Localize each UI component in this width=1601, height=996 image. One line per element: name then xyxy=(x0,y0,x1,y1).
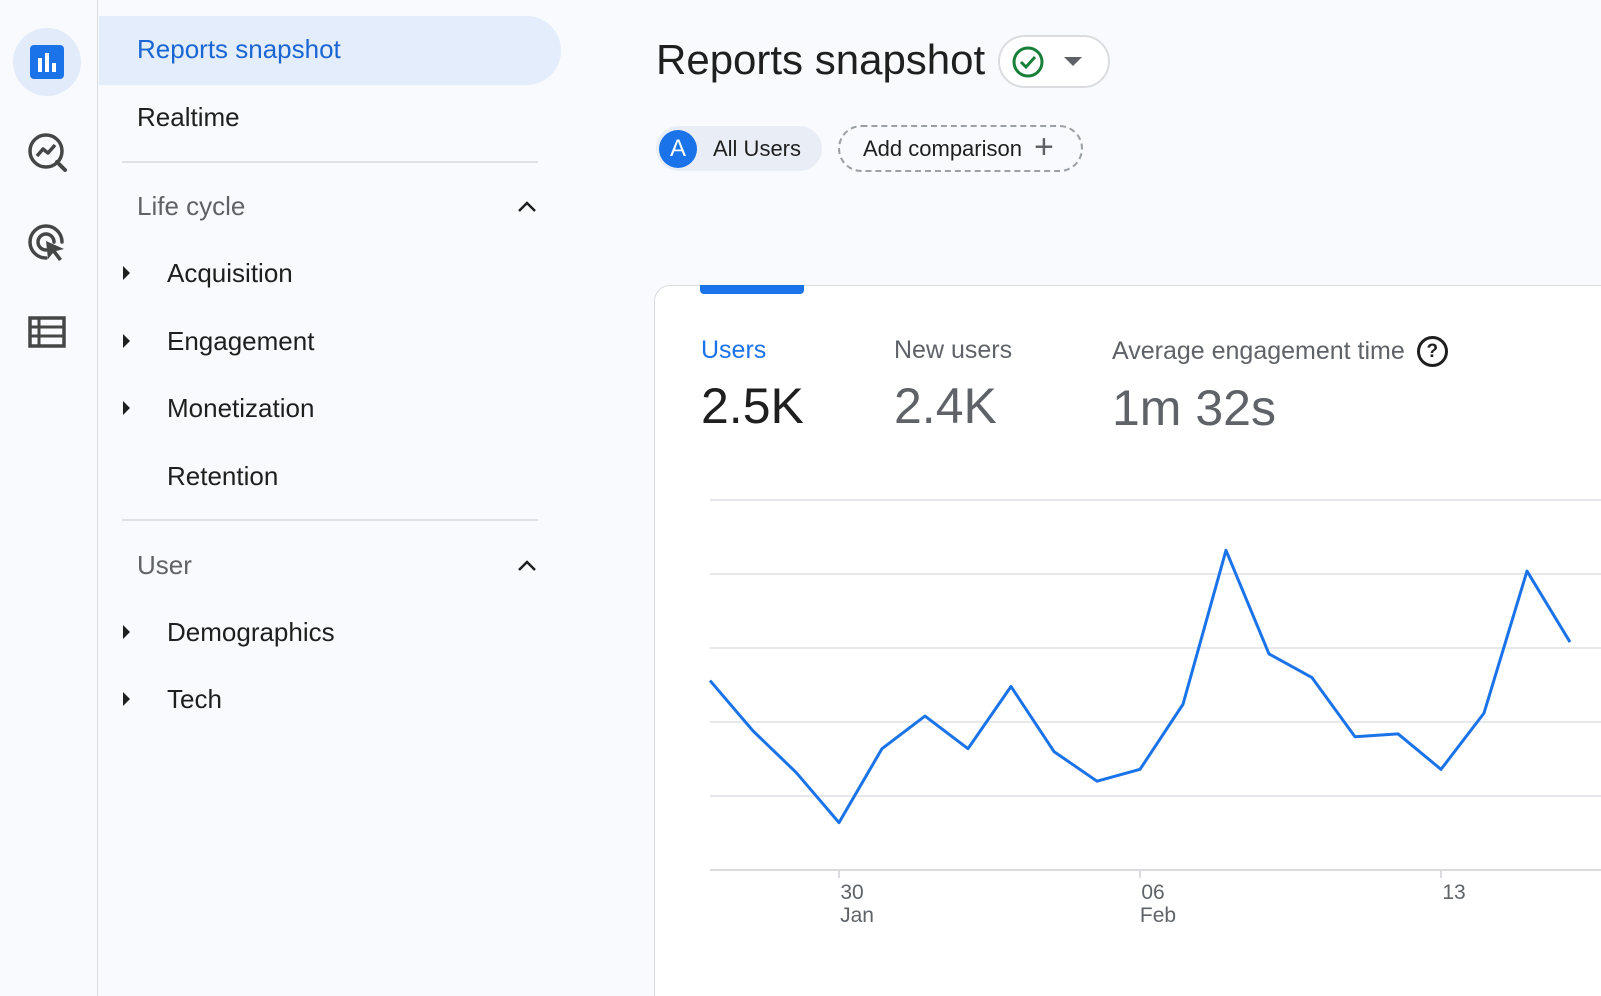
dropdown-arrow-icon xyxy=(1064,57,1082,66)
expand-caret-icon[interactable] xyxy=(123,625,130,639)
x-tick-label-month: Feb xyxy=(1140,904,1176,927)
chevron-up-icon xyxy=(518,201,536,212)
segment-label: All Users xyxy=(713,135,802,161)
data-status-dropdown[interactable] xyxy=(998,35,1110,88)
metric-label-row: Average engagement time ? xyxy=(1112,336,1448,367)
nav-item-acquisition[interactable]: Acquisition xyxy=(167,258,293,288)
nav-section-user[interactable]: User xyxy=(137,545,537,585)
nav-item-engagement[interactable]: Engagement xyxy=(167,326,315,356)
metric-label: Average engagement time xyxy=(1112,337,1405,365)
lifecycle-section-title: Life cycle xyxy=(137,190,246,221)
chevron-up-icon xyxy=(518,560,536,571)
x-tick-label-day: 06 xyxy=(1141,881,1164,904)
expand-caret-icon[interactable] xyxy=(123,266,130,280)
icon-rail xyxy=(0,0,98,996)
reports-rail-button[interactable] xyxy=(13,28,81,96)
nav-item-tech[interactable]: Tech xyxy=(167,684,222,714)
plus-icon: + xyxy=(1033,128,1054,166)
segment-avatar: A xyxy=(659,129,697,168)
metric-tab-new-users[interactable]: New users 2.4K xyxy=(894,336,1012,435)
metric-value: 2.5K xyxy=(701,378,804,434)
nav-divider xyxy=(122,519,538,521)
metric-tab-users[interactable]: Users 2.5K xyxy=(701,336,804,435)
nav-section-lifecycle[interactable]: Life cycle xyxy=(137,186,537,226)
metric-label: New users xyxy=(894,336,1013,364)
x-tick-label-day: 30 xyxy=(840,881,863,904)
add-comparison-label: Add comparison xyxy=(863,135,1022,161)
explore-rail-button[interactable] xyxy=(13,118,81,186)
active-tab-indicator xyxy=(700,285,804,294)
nav-active-highlight xyxy=(99,16,561,85)
x-tick-label-day: 13 xyxy=(1442,881,1465,904)
metric-tab-avg-engagement[interactable]: Average engagement time ? 1m 32s xyxy=(1112,336,1448,437)
explore-trend-icon xyxy=(28,133,67,172)
expand-caret-icon[interactable] xyxy=(123,334,130,348)
expand-caret-icon[interactable] xyxy=(123,692,130,706)
metric-value: 1m 32s xyxy=(1112,380,1276,436)
metric-label: Users xyxy=(701,336,767,364)
user-section-title: User xyxy=(137,549,192,580)
nav-divider xyxy=(122,161,538,163)
metric-value: 2.4K xyxy=(894,378,997,434)
metrics-card xyxy=(654,285,1601,996)
nav-item-monetization[interactable]: Monetization xyxy=(167,393,315,423)
advertising-rail-button[interactable] xyxy=(13,208,81,276)
configure-rail-button[interactable] xyxy=(13,298,81,366)
x-tick-label-month: Jan xyxy=(840,904,874,927)
advertising-target-icon xyxy=(28,224,64,261)
nav-item-demographics[interactable]: Demographics xyxy=(167,617,335,647)
add-comparison-button[interactable]: Add comparison + xyxy=(838,125,1083,172)
list-table-icon xyxy=(28,316,66,348)
check-circle-icon xyxy=(1012,46,1044,77)
page-title: Reports snapshot xyxy=(656,36,986,83)
expand-caret-icon[interactable] xyxy=(123,401,130,415)
nav-item-retention[interactable]: Retention xyxy=(167,461,279,491)
bar-chart-icon xyxy=(30,45,64,79)
reports-nav-panel: Reports snapshot Realtime Life cycle Acq… xyxy=(99,0,655,996)
nav-item-realtime[interactable]: Realtime xyxy=(137,102,240,132)
segment-chip-all-users[interactable]: A All Users xyxy=(656,126,822,171)
help-icon[interactable]: ? xyxy=(1416,336,1448,367)
nav-item-reports-snapshot[interactable]: Reports snapshot xyxy=(137,34,341,64)
chart-series-line xyxy=(708,548,1572,825)
